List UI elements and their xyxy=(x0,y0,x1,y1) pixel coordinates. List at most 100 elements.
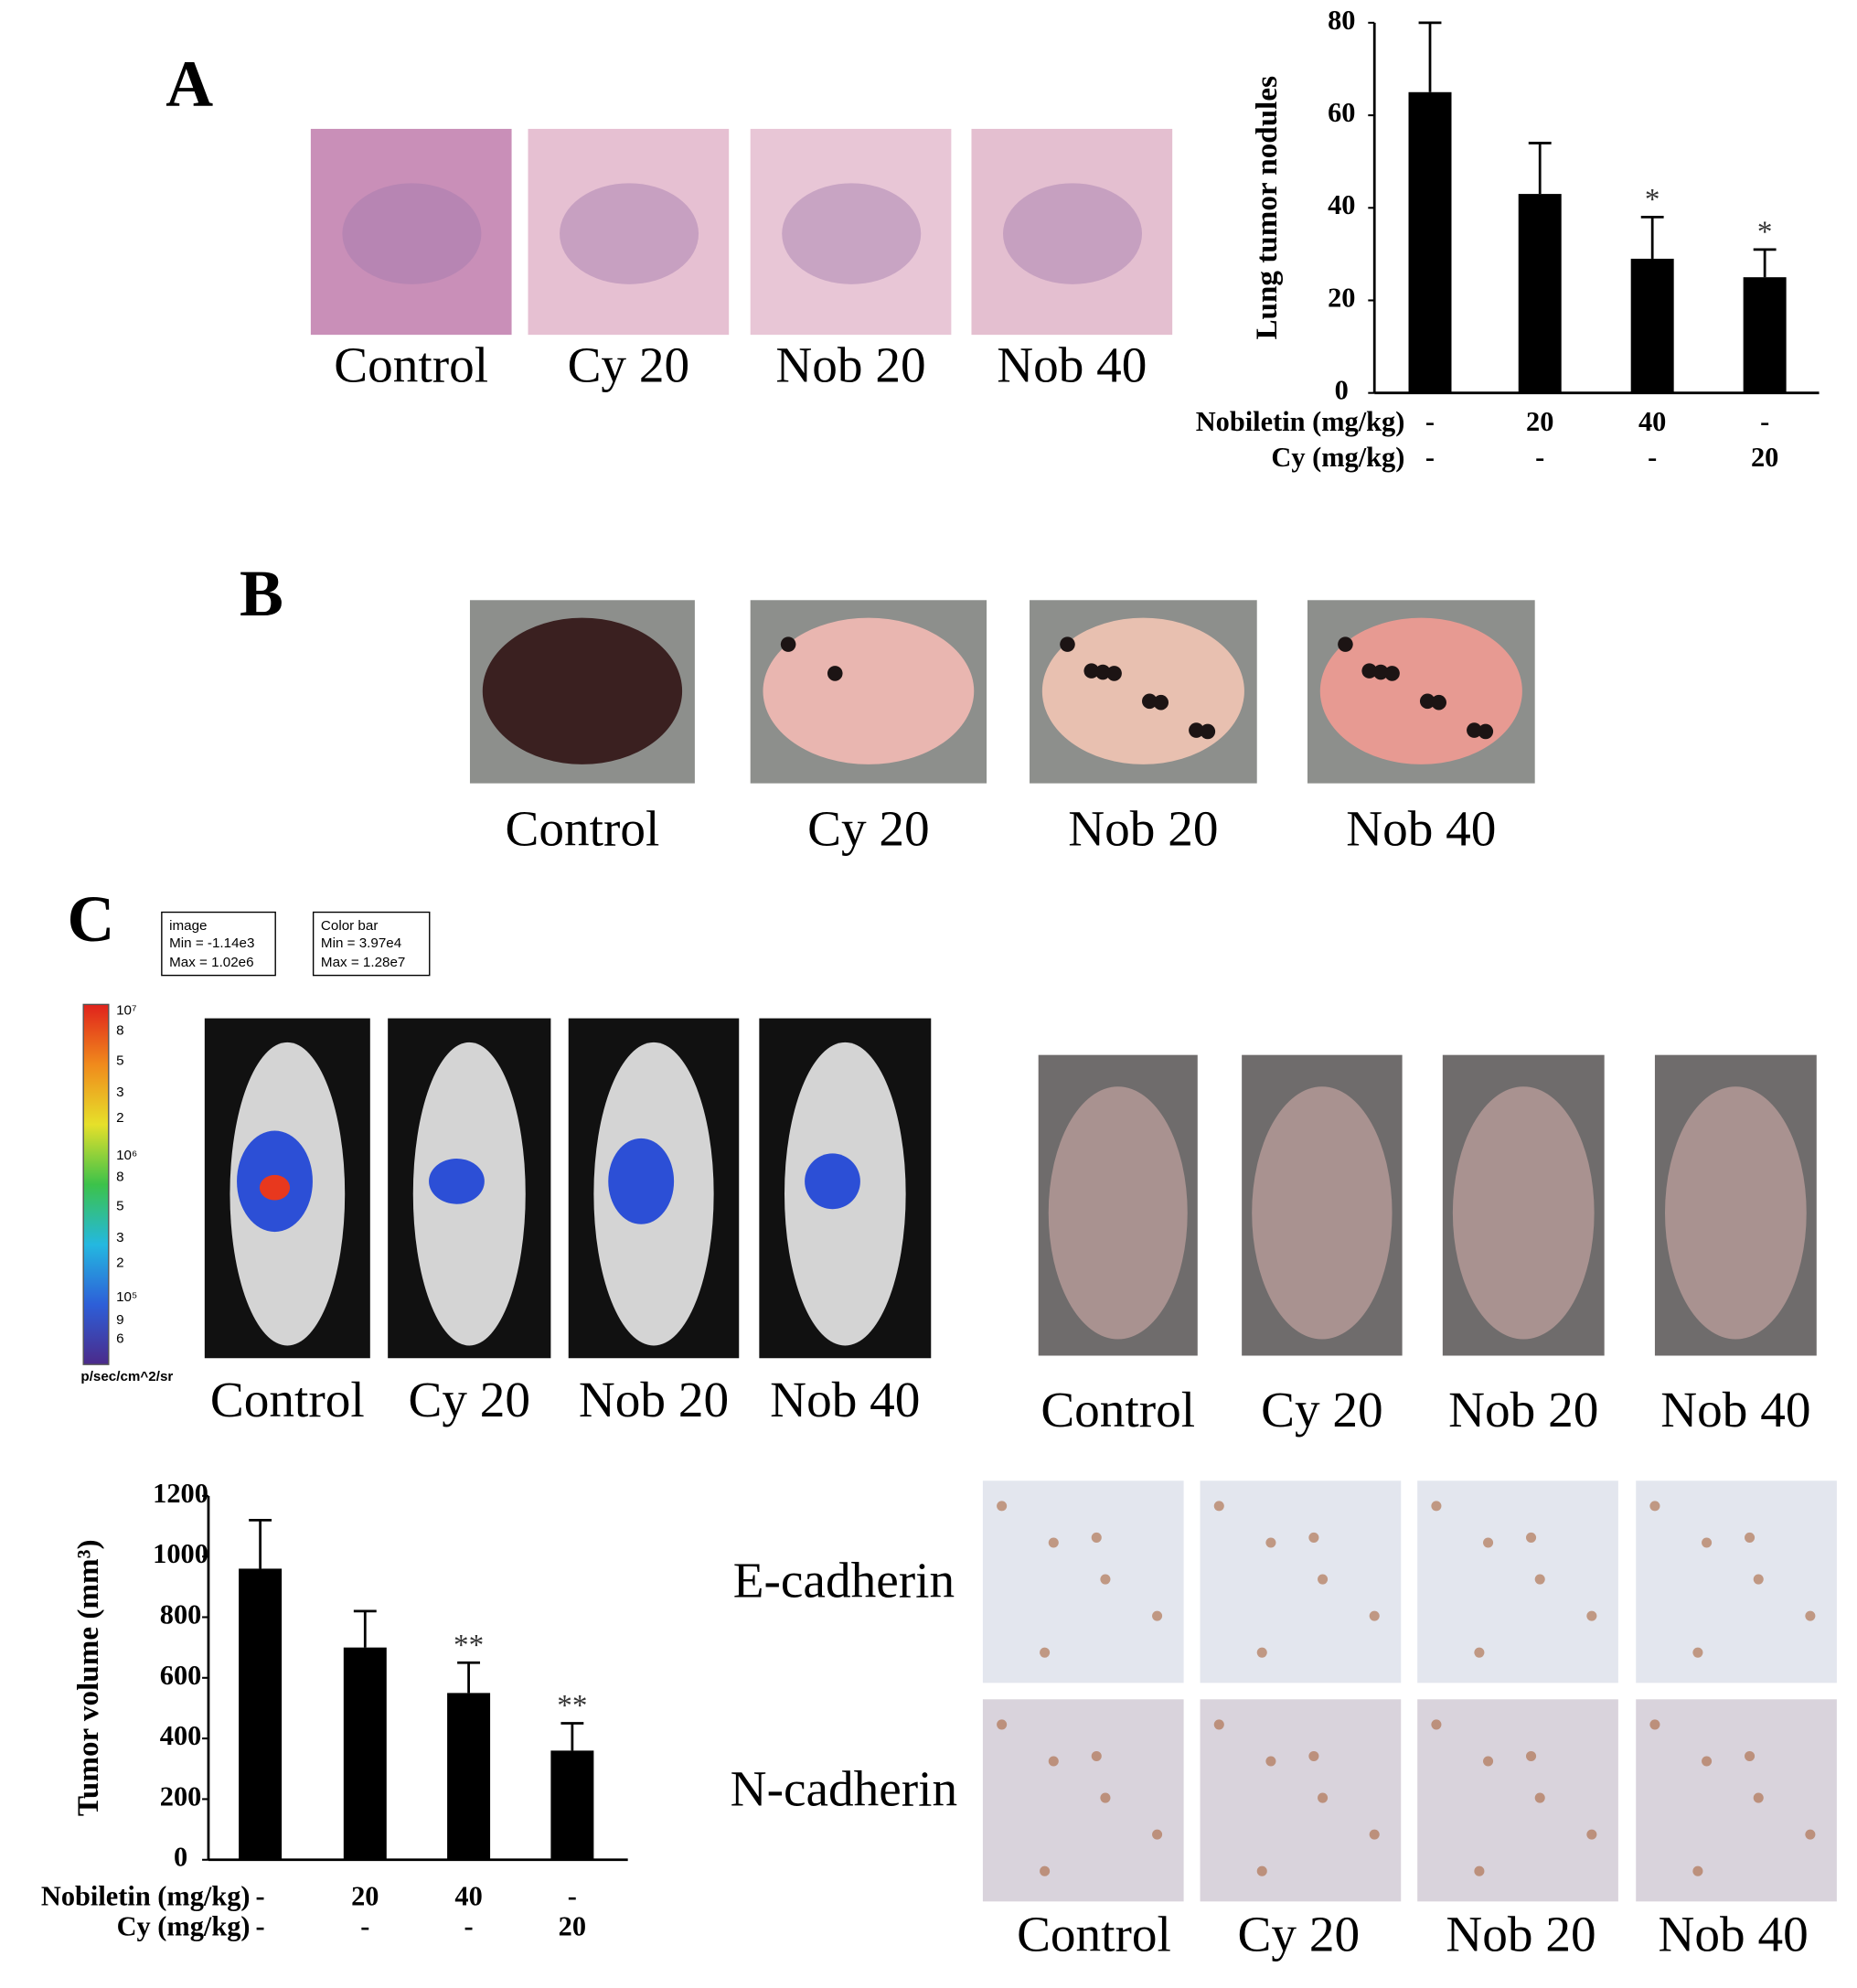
row-value: 40 xyxy=(454,1881,482,1912)
mouse xyxy=(1664,1086,1807,1340)
ihc-image xyxy=(982,1480,1184,1683)
y-tick-label: 400 xyxy=(160,1720,202,1751)
bar xyxy=(1743,277,1787,393)
nodule xyxy=(1094,664,1111,680)
row-value: 20 xyxy=(1751,442,1778,473)
row-value: - xyxy=(256,1881,265,1912)
panel-label: B xyxy=(240,557,283,630)
row-name: Cy (mg/kg) xyxy=(1271,442,1404,473)
signal xyxy=(608,1138,675,1224)
y-axis-label: Lung tumor nodules xyxy=(1250,76,1284,340)
caption: Nob 40 xyxy=(1658,1906,1808,1961)
caption: Cy 20 xyxy=(807,801,930,857)
colorbar-label: 3 xyxy=(116,1230,123,1245)
colorbar-label: 10⁶ xyxy=(116,1148,137,1163)
stain xyxy=(1753,1792,1764,1803)
y-tick-label: 20 xyxy=(1328,282,1355,313)
colorbar-label: 6 xyxy=(116,1331,123,1347)
nodule xyxy=(1153,694,1169,711)
nodule xyxy=(1372,664,1389,680)
caption: Cy 20 xyxy=(1261,1382,1383,1438)
histology-image xyxy=(971,128,1173,336)
nodule xyxy=(1106,666,1122,681)
bar xyxy=(447,1693,491,1860)
caption: Nob 20 xyxy=(1068,801,1218,857)
caption: Nob 20 xyxy=(775,337,925,393)
stain xyxy=(1745,1532,1756,1543)
stain xyxy=(1213,1501,1224,1512)
nodule xyxy=(1431,694,1446,711)
y-tick-label: 1200 xyxy=(153,1478,208,1509)
stain xyxy=(1100,1792,1111,1803)
stain xyxy=(1308,1750,1319,1761)
panel-label: C xyxy=(68,882,115,956)
ihc-image xyxy=(1417,1699,1618,1902)
histology-image xyxy=(750,128,952,336)
stain xyxy=(1586,1610,1597,1621)
row-value: - xyxy=(256,1911,265,1942)
significance: ** xyxy=(454,1628,484,1662)
stain xyxy=(1152,1829,1163,1840)
lung xyxy=(482,617,683,764)
caption: Nob 40 xyxy=(770,1372,920,1427)
stain xyxy=(1483,1537,1494,1548)
row-value: - xyxy=(1535,442,1544,473)
colorbar-label: 8 xyxy=(116,1022,123,1038)
ihc-image xyxy=(1636,1480,1837,1683)
row-label: E-cadherin xyxy=(733,1553,955,1609)
histology-image xyxy=(528,128,730,336)
bar xyxy=(239,1568,283,1860)
row-value: - xyxy=(1425,406,1435,437)
stain xyxy=(1586,1829,1597,1840)
nodule xyxy=(1384,666,1400,681)
stain xyxy=(1152,1610,1163,1621)
y-tick-label: 800 xyxy=(160,1598,202,1630)
colorbar-label: 5 xyxy=(116,1053,123,1069)
significance: * xyxy=(1757,215,1773,249)
y-tick-label: 0 xyxy=(1335,375,1349,406)
bar xyxy=(1630,258,1674,393)
colorbar-label: 10⁷ xyxy=(116,1002,136,1018)
stain xyxy=(1431,1501,1442,1512)
caption: Cy 20 xyxy=(1238,1906,1361,1961)
panel-label: A xyxy=(165,48,213,121)
nodule xyxy=(1419,693,1435,710)
stain xyxy=(1318,1574,1329,1585)
colorbar-unit: p/sec/cm^2/sr xyxy=(80,1369,173,1384)
tissue-region xyxy=(782,183,922,284)
stain xyxy=(1040,1865,1051,1876)
mouse xyxy=(1452,1086,1595,1340)
stain xyxy=(1256,1647,1267,1658)
stain xyxy=(1692,1865,1703,1876)
stain xyxy=(1369,1829,1380,1840)
stain xyxy=(1702,1756,1713,1767)
caption: Control xyxy=(1041,1382,1195,1438)
signal xyxy=(805,1153,860,1210)
stain xyxy=(1213,1719,1224,1730)
row-value: - xyxy=(1648,442,1657,473)
tissue-region xyxy=(560,183,699,284)
row-value: - xyxy=(568,1881,577,1912)
stain xyxy=(1474,1647,1485,1658)
stain xyxy=(1265,1756,1276,1767)
bar xyxy=(343,1647,387,1860)
y-tick-label: 80 xyxy=(1328,5,1355,36)
nodule xyxy=(1467,722,1482,738)
info-line: Min = -1.14e3 xyxy=(169,935,254,951)
stain xyxy=(1526,1532,1537,1543)
caption: Nob 20 xyxy=(1446,1906,1596,1961)
bar xyxy=(550,1750,594,1860)
stain xyxy=(1369,1610,1380,1621)
nodule xyxy=(1141,693,1158,710)
row-name: Nobiletin (mg/kg) xyxy=(1196,406,1405,437)
caption: Nob 20 xyxy=(1448,1382,1598,1438)
stain xyxy=(1308,1532,1319,1543)
caption: Control xyxy=(506,801,660,857)
row-value: - xyxy=(464,1911,474,1942)
colorbar-label: 2 xyxy=(116,1110,123,1126)
signal-core xyxy=(259,1174,291,1201)
ihc-image xyxy=(1636,1699,1837,1902)
stain xyxy=(1526,1750,1537,1761)
stain xyxy=(1265,1537,1276,1548)
